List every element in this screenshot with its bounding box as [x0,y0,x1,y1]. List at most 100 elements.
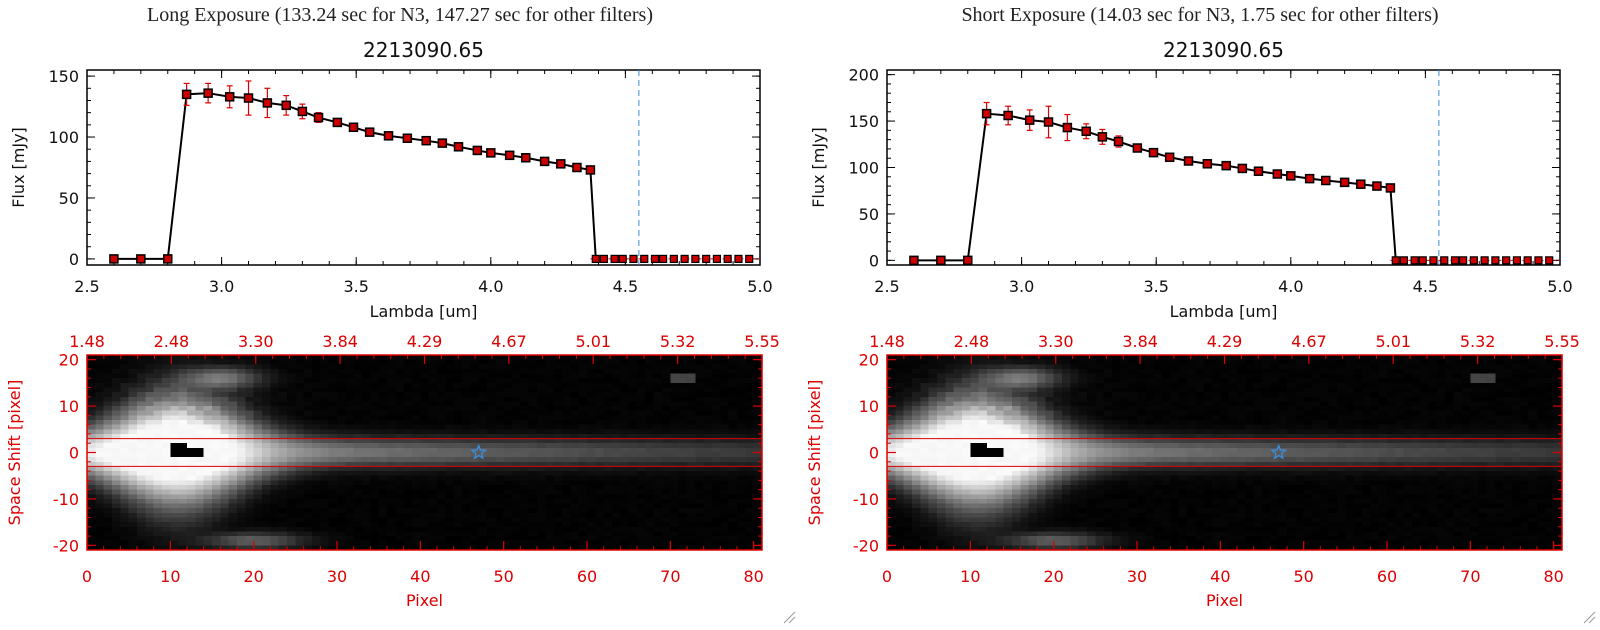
data-point [1399,256,1408,265]
y-axis-label: Flux [mJy] [809,127,828,208]
data-point [1391,256,1400,265]
top-tick-label: 4.67 [491,332,527,351]
data-point [1221,160,1231,171]
x-tick-label: 2.5 [74,277,99,296]
top-tick-label: 1.48 [869,332,905,351]
spectrum-2d-image [887,355,1562,550]
data-point [1502,256,1511,265]
spectrum-2d-image [87,355,762,550]
data-point [1286,171,1296,181]
x-tick-label: 30 [1127,567,1147,586]
data-point [486,148,496,158]
spectrum-image-plot: 0 10 20 30 40 50 60 70 80 1.48 2.48 3.30 3.84 4.29 4.6… [5,332,780,610]
data-point [591,254,600,264]
x-tick-label: 4.0 [1278,277,1303,296]
data-point [1480,256,1489,265]
data-point [1003,110,1013,121]
data-point [556,159,566,169]
resize-grip-icon[interactable] [1582,610,1596,624]
data-point [1164,152,1175,163]
x-tick-label: 80 [743,567,763,586]
data-point [1491,256,1500,265]
data-point [1062,122,1073,133]
x-tick-label: 50 [1293,567,1313,586]
y-tick-label: 0 [69,250,79,269]
figure-svg: 2213090.652.5 3.0 3.5 4.0 4.5 5.0050100150200… [805,38,1580,610]
data-point [1202,159,1213,169]
data-point [1450,256,1460,265]
x-tick-label: 70 [660,567,680,586]
data-point [1304,173,1315,184]
data-point [332,117,343,128]
data-point [585,165,596,175]
data-point [243,93,254,103]
data-point [313,112,324,123]
y-tick-label: 10 [59,397,79,416]
top-tick-label: 5.01 [575,332,611,351]
data-point [610,254,619,264]
data-point [669,254,678,264]
data-point [203,88,213,98]
data-point [472,145,483,156]
top-tick-label: 4.67 [1291,332,1327,351]
panel-title: Short Exposure (14.03 sec for N3, 1.75 s… [961,4,1439,26]
data-point [1024,115,1035,125]
data-point [402,133,413,143]
data-point [1440,256,1449,265]
data-point [618,254,627,264]
data-point [599,254,608,264]
panel-title: Long Exposure (133.24 sec for N3, 147.27… [147,4,653,26]
data-point [745,254,754,264]
data-point [734,254,743,264]
x-tick-label: 60 [1377,567,1397,586]
y-tick-label: 200 [848,66,879,85]
y-tick-label: -20 [53,536,79,555]
y-tick-label: 100 [848,159,879,178]
panel-long-exposure: Long Exposure (133.24 sec for N3, 147.27… [5,4,796,624]
top-tick-label: 4.29 [1207,332,1243,351]
y-tick-label: 150 [848,112,879,131]
top-tick-label: 4.29 [407,332,443,351]
y-tick-label: -20 [853,536,879,555]
top-tick-label: 2.48 [954,332,990,351]
spectrum-plot: 2213090.65 2.5 3.0 3.5 4.0 4.5 5.0 0 50 100 150 200… [809,38,1573,321]
y-tick-label: 10 [859,397,879,416]
x-tick-label: 3.5 [1143,277,1168,296]
spectrum-plot: 2213090.65 2.5 3.0 3.5 4.0 4.5 5.0 0 50 100 150 Lam… [9,38,773,321]
resize-grip-icon[interactable] [782,610,796,624]
chart-title: 2213090.65 [1163,38,1284,62]
data-point [281,100,291,111]
y-tick-label: 20 [59,351,79,370]
y-tick-label: 0 [869,251,879,270]
x-tick-label: 10 [160,567,180,586]
x-tick-label: 4.0 [478,277,503,296]
top-tick-label: 5.32 [660,332,696,351]
top-tick-label: 1.48 [69,332,105,351]
top-tick-label: 3.30 [238,332,274,351]
chart-title: 2213090.65 [363,38,484,62]
x-tick-label: 70 [1460,567,1480,586]
x-tick-label: 60 [577,567,597,586]
data-point [297,106,308,117]
data-point [262,98,273,108]
star-marker-icon [470,443,488,460]
data-point [1523,256,1532,265]
x-tick-label: 20 [1043,567,1063,586]
y-axis-label: Space Shift [pixel] [805,380,824,526]
data-point [181,89,192,100]
data-point [1081,126,1091,137]
x-tick-label: 20 [243,567,263,586]
data-point [629,254,638,264]
top-tick-label: 5.55 [1544,332,1580,351]
y-tick-label: -10 [853,490,879,509]
data-point [1113,136,1124,147]
y-tick-label: 100 [48,128,79,147]
data-point [1132,143,1143,153]
x-tick-label: 2.5 [874,277,899,296]
data-point [936,255,946,266]
data-point [1148,147,1159,158]
top-tick-label: 2.48 [154,332,190,351]
data-point [521,153,531,163]
top-tick-label: 5.32 [1460,332,1496,351]
x-tick-label: 5.0 [747,277,772,296]
